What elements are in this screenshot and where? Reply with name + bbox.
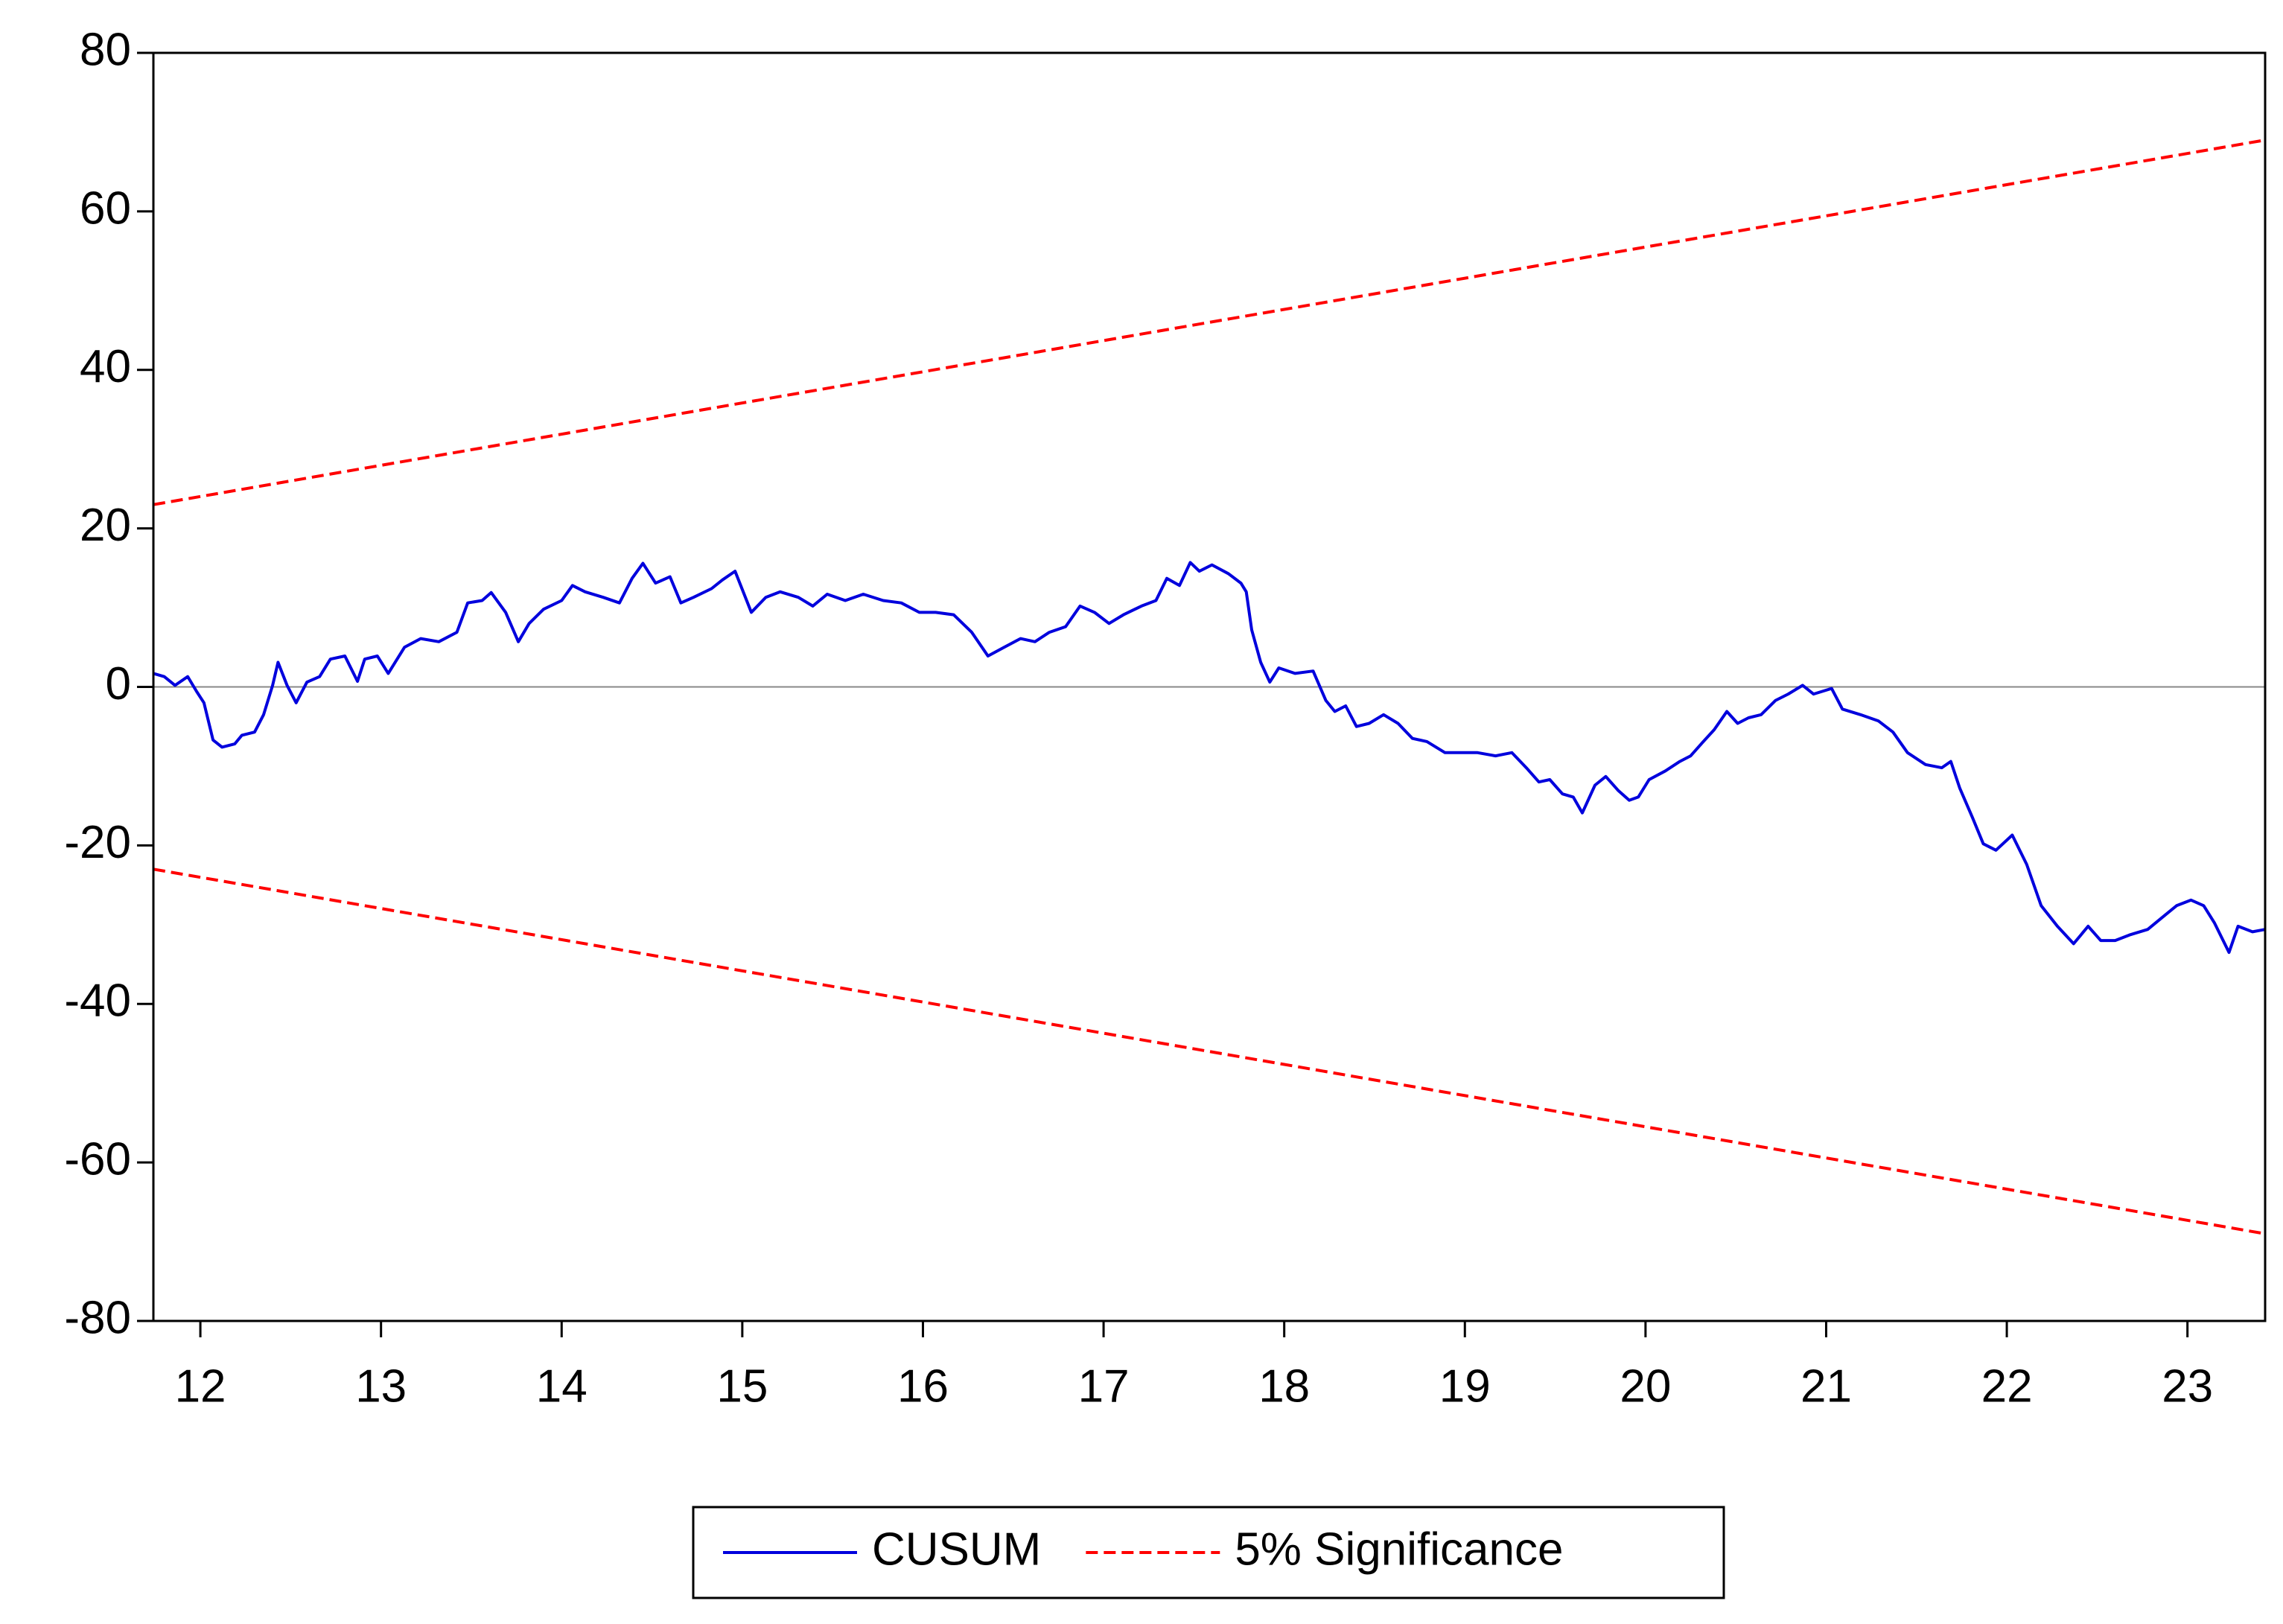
series-line bbox=[153, 561, 2266, 955]
plot-frame bbox=[152, 51, 2267, 1322]
legend-label: CUSUM bbox=[872, 1523, 1041, 1575]
y-tick-label: -40 bbox=[64, 975, 131, 1027]
x-tick-label: 19 bbox=[1439, 1360, 1491, 1412]
legend-label: 5% Significance bbox=[1235, 1523, 1563, 1575]
y-tick-label: 60 bbox=[80, 182, 131, 234]
legend-box bbox=[692, 1506, 1725, 1599]
x-tick-label: 12 bbox=[175, 1360, 226, 1412]
y-tick-label: -60 bbox=[64, 1134, 131, 1185]
y-tick-label: -80 bbox=[64, 1292, 131, 1343]
x-tick-label: 20 bbox=[1620, 1360, 1671, 1412]
y-tick-label: 0 bbox=[106, 658, 131, 710]
y-tick-label: 20 bbox=[80, 500, 131, 551]
x-tick-label: 23 bbox=[2162, 1360, 2213, 1412]
y-tick-label: -20 bbox=[64, 817, 131, 868]
y-tick-label: 40 bbox=[80, 341, 131, 392]
x-tick-label: 21 bbox=[1800, 1360, 1852, 1412]
x-tick-label: 14 bbox=[536, 1360, 588, 1412]
x-tick-label: 13 bbox=[355, 1360, 407, 1412]
x-tick-label: 16 bbox=[897, 1360, 949, 1412]
x-tick-label: 18 bbox=[1258, 1360, 1310, 1412]
x-tick-label: 22 bbox=[1981, 1360, 2033, 1412]
y-tick-label: 80 bbox=[80, 24, 131, 75]
x-tick-label: 15 bbox=[716, 1360, 768, 1412]
x-tick-label: 17 bbox=[1078, 1360, 1130, 1412]
